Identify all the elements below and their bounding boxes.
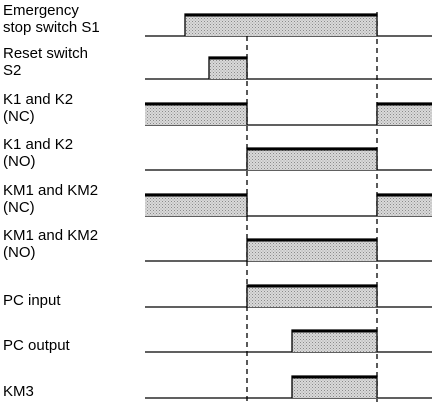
signal-row-km3: KM3 (3, 375, 432, 400)
signal-label-line: KM3 (3, 383, 34, 400)
signal-row-reset-switch-s2: Reset switch S2 (3, 45, 432, 80)
signal-row-pc-input: PC input (3, 284, 432, 309)
signal-label-line: S2 (3, 62, 21, 79)
signal-high-pulse (247, 148, 377, 170)
signal-high-pulse (185, 14, 377, 36)
signal-row-emergency-stop-switch-s1: Emergency stop switch S1 (3, 2, 432, 37)
signal-label: Emergency stop switch S1 (3, 2, 100, 36)
signal-label-line: (NC) (3, 199, 35, 216)
signal-high-pulse (145, 103, 247, 125)
signal-high-pulse (377, 194, 432, 216)
signal-row-km1-and-km2-nc: KM1 and KM2 (NC) (3, 182, 432, 217)
signal-high-pulse (247, 285, 377, 307)
signal-label-line: Emergency (3, 2, 79, 19)
signal-label-line: PC input (3, 292, 61, 309)
signal-label-line: (NO) (3, 153, 36, 170)
signal-label: PC input (3, 292, 61, 309)
signal-label-line: Reset switch (3, 45, 88, 62)
signal-rows: Emergency stop switch S1 Reset switch S2 K1 … (3, 2, 432, 400)
signal-label-line: KM1 and KM2 (3, 182, 98, 199)
signal-label: K1 and K2 (NC) (3, 91, 73, 125)
signal-label-line: PC output (3, 337, 71, 354)
signal-label: Reset switch S2 (3, 45, 88, 79)
signal-high-pulse (209, 57, 247, 79)
signal-label: KM1 and KM2 (NC) (3, 182, 98, 216)
signal-row-pc-output: PC output (3, 329, 432, 354)
signal-high-pulse (145, 194, 247, 216)
signal-high-pulse (247, 239, 377, 261)
signal-label-line: (NC) (3, 108, 35, 125)
signal-high-pulse (377, 103, 432, 125)
signal-row-km1-and-km2-no: KM1 and KM2 (NO) (3, 227, 432, 262)
signal-label: PC output (3, 337, 71, 354)
signal-label: KM3 (3, 383, 34, 400)
signal-high-pulse (292, 376, 377, 398)
signal-label-line: KM1 and KM2 (3, 227, 98, 244)
signal-row-k1-and-k2-nc: K1 and K2 (NC) (3, 91, 432, 126)
signal-label-line: K1 and K2 (3, 91, 73, 108)
signal-label-line: K1 and K2 (3, 136, 73, 153)
signal-label: KM1 and KM2 (NO) (3, 227, 98, 261)
signal-high-pulse (292, 330, 377, 352)
signal-label-line: (NO) (3, 244, 36, 261)
signal-label-line: stop switch S1 (3, 19, 100, 36)
signal-label: K1 and K2 (NO) (3, 136, 73, 170)
signal-row-k1-and-k2-no: K1 and K2 (NO) (3, 136, 432, 171)
